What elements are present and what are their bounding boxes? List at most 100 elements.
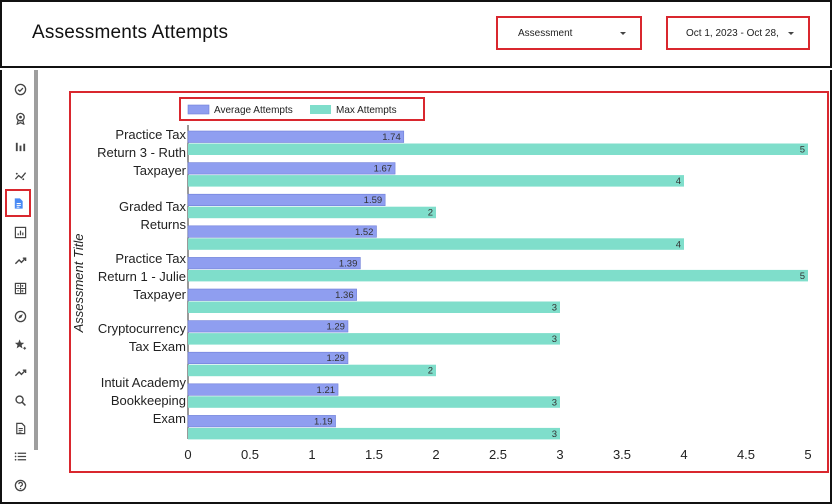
category-label-line: Tax Exam [129,339,186,354]
report-chart-icon [14,226,26,238]
category-label-line: Intuit Academy [101,375,187,390]
category-label-line: Exam [153,411,186,426]
category-label: Cryptocurrency Tax Exam [98,321,187,354]
x-tick-label: 4.5 [737,447,755,462]
average-attempts-bar-label: 1.36 [335,290,354,301]
x-tick-label: 0 [184,447,191,462]
sidebar-item-trending-up[interactable] [8,361,32,383]
max-attempts-bar-label: 3 [552,397,557,408]
average-attempts-bar-label: 1.29 [326,353,345,364]
chevron-down-icon [788,32,794,35]
average-attempts-bar-label: 1.39 [339,258,358,269]
average-attempts-bar [187,383,339,396]
legend-swatch-average [187,104,210,115]
legend-label-average: Average Attempts [214,105,293,116]
average-attempts-bar [187,351,349,365]
chart-container: 1.74 5 1.67 4 1.59 2 1.52 4 1.39 5 1.36 3 1.29 3 1.29 2… [69,91,829,473]
sidebar [2,70,38,502]
sidebar-item-star-sparkle[interactable] [8,333,32,355]
average-attempts-bar [187,288,357,301]
max-attempts-bar [188,175,684,187]
category-label: Intuit Academy Bookkeeping Exam [101,375,187,426]
sidebar-item-file[interactable] [8,417,32,439]
date-range-label: Oct 1, 2023 - Oct 28, [686,27,779,39]
chevron-down-icon [620,32,626,35]
category-label-line: Practice Tax [115,127,186,142]
max-attempts-bar [188,364,436,377]
main-panel: 1.74 5 1.67 4 1.59 2 1.52 4 1.39 5 1.36 3 1.29 3 1.29 2… [0,70,832,504]
date-range-dropdown[interactable]: Oct 1, 2023 - Oct 28, [666,16,810,50]
category-label-line: Taxpayer [133,163,186,178]
category-label-line: Taxpayer [133,287,186,302]
calculator-icon [14,282,26,294]
x-tick-label: 2 [432,447,439,462]
max-attempts-bar-label: 2 [428,208,433,219]
category-label: Graded Tax Returns [119,199,186,232]
max-attempts-bar [188,333,560,345]
max-attempts-bar [188,396,560,408]
sidebar-item-list[interactable] [8,445,32,467]
x-tick-label: 2.5 [489,447,507,462]
average-attempts-bar-label: 1.67 [374,164,393,175]
max-attempts-bar [188,238,684,250]
scatter-trend-icon [14,171,26,180]
x-tick-label: 1.5 [365,447,383,462]
search-icon [14,394,26,406]
category-label: Practice Tax Return 1 - Julie Taxpayer [98,251,187,302]
category-label: Practice Tax Return 3 - Ruth Taxpayer [97,127,187,178]
category-label-line: Practice Tax [115,251,186,266]
max-attempts-bar-label: 4 [676,176,681,187]
max-attempts-bar-label: 3 [552,334,557,345]
x-tick-label: 0.5 [241,447,259,462]
award-icon [15,112,25,125]
max-attempts-bar [188,301,560,313]
sidebar-item-search[interactable] [8,389,32,411]
sidebar-item-document[interactable] [5,189,31,217]
sidebar-item-report-chart[interactable] [8,221,32,243]
list-icon [14,451,26,461]
category-label-line: Cryptocurrency [98,321,187,336]
average-attempts-bar-label: 1.52 [355,227,374,238]
x-tick-label: 4 [680,447,687,462]
trending-up-icon [14,256,26,264]
document-icon [14,197,23,209]
sidebar-item-check-circle[interactable] [8,78,32,100]
bar-chart: 1.7451.6741.5921.5241.3951.3631.2931.292… [71,97,812,462]
page-title: Assessments Attempts [32,22,229,43]
x-tick-label: 1 [308,447,315,462]
sidebar-item-scatter-trend[interactable] [8,164,32,186]
average-attempts-bar [187,415,336,428]
sidebar-item-trending-up[interactable] [8,249,32,271]
average-attempts-bar [187,257,361,270]
average-attempts-bar-label: 1.74 [382,132,401,143]
sidebar-item-compass[interactable] [8,305,32,327]
category-label-line: Returns [140,217,186,232]
x-tick-label: 3 [556,447,563,462]
max-attempts-bar [188,269,808,282]
x-tick-label: 3.5 [613,447,631,462]
max-attempts-bar-label: 2 [428,366,433,377]
sidebar-item-bar-chart[interactable] [8,135,32,157]
sidebar-item-help[interactable] [8,474,32,496]
sidebar-scrollbar[interactable] [34,70,38,450]
max-attempts-bar-label: 4 [676,239,681,250]
assessment-dropdown[interactable]: Assessment [496,16,642,50]
legend-swatch-max [310,105,331,114]
average-attempts-bar-label: 1.21 [317,385,336,396]
average-attempts-bar [187,320,349,333]
category-label-line: Graded Tax [119,199,186,214]
category-label-line: Bookkeeping [111,393,186,408]
y-axis-title: Assessment Title [71,234,86,334]
sidebar-item-calculator[interactable] [8,277,32,299]
compass-icon [14,310,26,322]
average-attempts-bar [187,225,377,238]
check-circle-icon [14,83,26,95]
average-attempts-bar-label: 1.29 [326,322,345,333]
bar-chart-icon [15,142,25,151]
average-attempts-bar-label: 1.59 [364,195,383,206]
page-header: Assessments Attempts Assessment Oct 1, 2… [0,0,832,68]
max-attempts-bar [188,143,808,155]
x-tick-label: 5 [804,447,811,462]
sidebar-item-award[interactable] [8,107,32,129]
max-attempts-bar [188,206,436,219]
